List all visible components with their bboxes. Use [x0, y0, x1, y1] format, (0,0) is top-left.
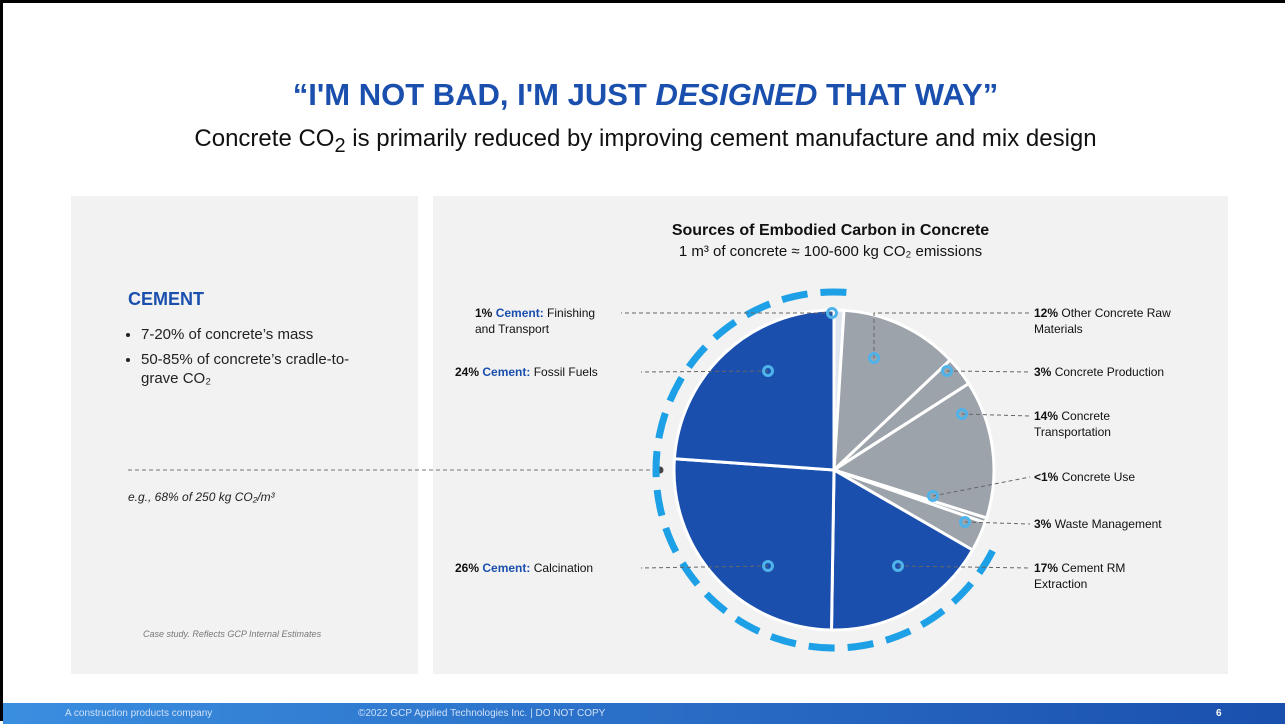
title-part: DESIGNED [655, 77, 818, 112]
leader-line [897, 565, 1031, 569]
slice-label: 24% Cement: Fossil Fuels [455, 364, 635, 380]
slide-title: “I'M NOT BAD, I'M JUST DESIGNED THAT WAY… [3, 77, 1285, 113]
footer: A construction products company ©2022 GC… [3, 703, 1285, 724]
leader-line [964, 521, 1031, 525]
leader-line [961, 413, 1031, 417]
title-part: THAT WAY” [817, 77, 999, 112]
pie-slice [830, 381, 996, 520]
bullets: 7-20% of concrete’s mass 50-85% of concr… [121, 325, 381, 394]
category-label: Cement: Calcination [482, 561, 594, 575]
value-label: 14% [1034, 409, 1059, 423]
slice-marker [762, 365, 774, 377]
category-label: Concrete Use [1061, 470, 1136, 484]
value-label: 12% [1034, 306, 1059, 320]
chart [128, 288, 1031, 652]
pie-slice [829, 467, 975, 632]
pie-slice [672, 457, 836, 632]
slice-marker [941, 365, 953, 377]
slice-label: 17% Cement RM Extraction [1034, 560, 1154, 592]
subtitle-part: is primarily reduced by improving cement… [345, 125, 1097, 152]
leader-line [640, 370, 769, 373]
pie-slice [672, 308, 836, 472]
bullet: 7-20% of concrete’s mass [141, 325, 381, 344]
value-label: 3% [1034, 517, 1052, 531]
slice-label: 3% Waste Management [1034, 516, 1194, 532]
cement-ring [652, 288, 996, 652]
leader-line [932, 476, 1031, 497]
left-panel [71, 196, 418, 674]
leader-line [873, 312, 1030, 358]
slice-marker [927, 490, 939, 502]
category-label: Cement RM Extraction [1034, 561, 1126, 591]
copyright: ©2022 GCP Applied Technologies Inc. | DO… [358, 708, 606, 719]
leader-line [640, 565, 769, 569]
category-label: Concrete Production [1054, 365, 1165, 379]
slice-marker [959, 516, 971, 528]
value-label: 24% [455, 365, 480, 379]
chart-subtitle: 1 m³ of concrete ≈ 100-600 kg CO₂ emissi… [678, 243, 983, 260]
slice-marker [826, 307, 838, 319]
slice-label: 26% Cement: Calcination [455, 560, 635, 576]
value-label: <1% [1034, 470, 1059, 484]
example: e.g., 68% of 250 kg CO₂/m³ [128, 490, 275, 504]
slice-label: <1% Concrete Use [1034, 469, 1174, 485]
value-label: 3% [1034, 365, 1052, 379]
subtitle-part: 2 [334, 134, 346, 157]
chart-title: Sources of Embodied Carbon in Concrete [671, 222, 990, 239]
category-label: Cement: Fossil Fuels [482, 365, 598, 379]
pie-slice [832, 308, 953, 474]
slice-label: 14% Concrete Transportation [1034, 408, 1154, 440]
category-label: Other Concrete Raw Materials [1034, 306, 1171, 336]
slice-label: 12% Other Concrete Raw Materials [1034, 305, 1174, 337]
title-part: “I'M NOT BAD, I'M JUST [292, 77, 656, 112]
slice-label: 3% Concrete Production [1034, 364, 1194, 380]
page-number: 6 [1216, 708, 1222, 719]
category-label: Cement: Finishing and Transport [475, 306, 596, 336]
subtitle-part: Concrete CO [194, 125, 335, 152]
category-label: Concrete Transportation [1034, 409, 1111, 439]
slice-marker [892, 560, 904, 572]
slice-marker [762, 560, 774, 572]
slice-marker [956, 408, 968, 420]
slice-label: 1% Cement: Finishing and Transport [475, 305, 615, 337]
note: Case study. Reflects GCP Internal Estima… [143, 629, 322, 639]
value-label: 17% [1034, 561, 1059, 575]
bullet: 50-85% of concrete’s cradle-to-grave CO₂ [141, 350, 381, 388]
slice-marker [868, 352, 880, 364]
category-label: Waste Management [1054, 517, 1162, 531]
heading: CEMENT [128, 289, 204, 309]
value-label: 1% [475, 306, 493, 320]
slide-subtitle: Concrete CO2 is primarily reduced by imp… [3, 125, 1285, 158]
value-label: 26% [455, 561, 480, 575]
tagline: A construction products company [65, 708, 213, 719]
